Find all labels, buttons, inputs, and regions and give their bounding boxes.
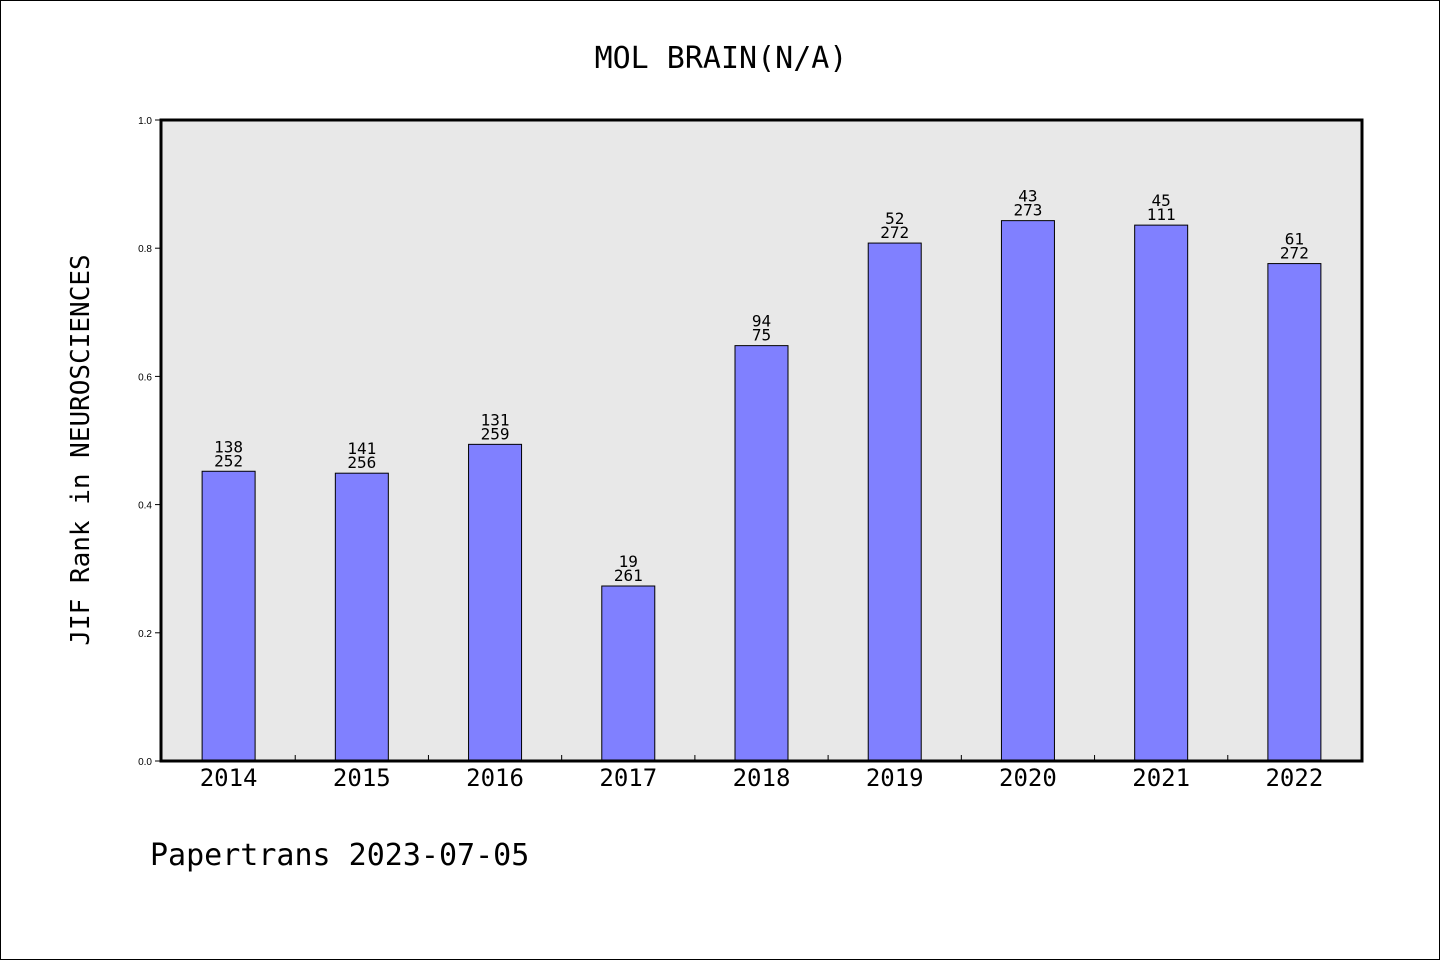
bar-2021 xyxy=(1134,224,1189,762)
y-axis-ticks: 0.0 0.2 0.4 0.6 0.8 1.0 xyxy=(138,116,161,768)
footer-text: Papertrans 2023-07-05 xyxy=(150,838,529,873)
bar-label-bottom: 273 xyxy=(1013,201,1042,220)
bar-2022 xyxy=(1267,263,1322,762)
y-tick-label: 0.8 xyxy=(138,244,152,255)
x-tick-label: 2016 xyxy=(466,764,524,792)
bar-label-bottom: 272 xyxy=(1280,244,1309,263)
chart-title: MOL BRAIN(N/A) xyxy=(595,41,848,76)
bar-label-bottom: 75 xyxy=(752,326,771,345)
y-axis-label: JIF Rank in NEUROSCIENCES xyxy=(66,254,96,645)
bar-label-top: 141 xyxy=(347,439,376,458)
x-tick-label: 2020 xyxy=(999,764,1057,792)
bar-2014 xyxy=(201,470,256,762)
y-tick-label: 0.0 xyxy=(138,757,152,768)
plot-border xyxy=(159,118,1364,763)
bar-2018 xyxy=(734,345,789,762)
bar-label-top: 61 xyxy=(1285,230,1304,249)
bar-series xyxy=(201,220,1322,762)
bar-label-top: 138 xyxy=(214,437,243,456)
data-labels: 1382521412561312591926194755227243273451… xyxy=(214,187,1309,585)
bar-label-bottom: 272 xyxy=(880,223,909,242)
x-tick-label: 2017 xyxy=(599,764,657,792)
bar-label-bottom: 261 xyxy=(614,566,643,585)
bar-label-top: 94 xyxy=(752,312,771,331)
bar-2019 xyxy=(867,242,922,762)
bar-label-bottom: 252 xyxy=(214,451,243,470)
y-tick-label: 1.0 xyxy=(138,116,152,127)
x-tick-label: 2021 xyxy=(1132,764,1190,792)
bar-label-top: 19 xyxy=(619,552,638,571)
bar-2020 xyxy=(1000,220,1055,762)
x-tick-label: 2022 xyxy=(1265,764,1323,792)
bar-2015 xyxy=(334,472,389,762)
y-tick-label: 0.2 xyxy=(138,629,152,640)
x-tick-label: 2015 xyxy=(333,764,391,792)
x-tick-label: 2014 xyxy=(200,764,258,792)
bar-2017 xyxy=(601,585,656,762)
x-axis-tick-labels: 2014 2015 2016 2017 2018 2019 2020 2021 2022 xyxy=(200,764,1324,792)
bar-label-bottom: 256 xyxy=(347,453,376,472)
bar-label-top: 131 xyxy=(481,410,510,429)
bar-label-bottom: 111 xyxy=(1147,205,1176,224)
bar-label-top: 45 xyxy=(1152,191,1171,210)
x-tick-label: 2019 xyxy=(866,764,924,792)
y-tick-label: 0.6 xyxy=(138,372,152,383)
bar-label-top: 52 xyxy=(885,209,904,228)
y-tick-label: 0.4 xyxy=(138,501,152,512)
bar-label-top: 43 xyxy=(1018,187,1037,206)
bar-label-bottom: 259 xyxy=(481,424,510,443)
x-tick-label: 2018 xyxy=(733,764,791,792)
bar-2016 xyxy=(468,443,523,762)
